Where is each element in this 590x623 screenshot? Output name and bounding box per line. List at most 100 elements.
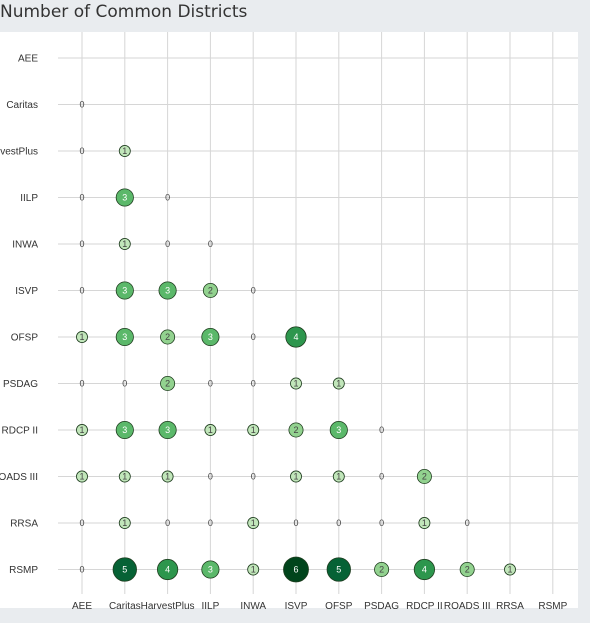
bubble-value-label: 1 (122, 518, 127, 528)
bubble-point (290, 470, 302, 483)
bubble-value-label: 3 (165, 425, 170, 435)
bubble-value-label: 1 (251, 565, 256, 575)
bubble-value-label: 1 (251, 425, 256, 435)
bubble-value-label: 0 (251, 379, 256, 389)
bubble-value-label: 2 (465, 565, 470, 575)
bubble-value-label: 2 (293, 425, 298, 435)
bubble-point (329, 420, 348, 440)
y-tick-label: RRSA (10, 519, 38, 530)
bubble-point (161, 470, 174, 483)
bubble-point (118, 238, 131, 250)
chart-title: Number of Common Districts (0, 2, 248, 22)
bubble-value-label: 2 (165, 379, 170, 389)
bubble-value-label: 1 (122, 472, 127, 482)
bubble-value-label: 0 (79, 286, 84, 296)
bubble-value-label: 0 (79, 518, 84, 528)
y-tick-label: RDCP II (2, 426, 39, 437)
bubble-value-label: 0 (379, 518, 384, 528)
bubble-value-label: 0 (379, 425, 384, 435)
bubble-value-label: 1 (122, 239, 127, 249)
bubble-point (115, 327, 134, 347)
bubble-point (332, 470, 345, 483)
x-tick-label: HarvestPlus (141, 601, 195, 612)
bubble-point (76, 470, 88, 483)
x-tick-label: OFSP (325, 601, 353, 612)
bubble-value-label: 3 (208, 332, 213, 342)
bubble-point (290, 377, 302, 390)
bubble-point (247, 563, 260, 576)
bubble-point (115, 188, 134, 207)
bubble-value-label: 1 (336, 379, 341, 389)
bubble-point (160, 375, 176, 391)
bubble-point (288, 422, 304, 438)
bubble-value-label: 1 (507, 565, 512, 575)
bubble-value-label: 0 (208, 379, 213, 389)
bubble-value-label: 1 (336, 472, 341, 482)
bubble-value-label: 0 (79, 379, 84, 389)
bubble-value-label: 3 (208, 565, 213, 575)
bubble-value-label: 0 (208, 239, 213, 249)
bubble-point (247, 424, 260, 436)
bubble-value-label: 1 (422, 518, 427, 528)
bubble-value-label: 1 (208, 425, 213, 435)
bubble-value-label: 0 (379, 472, 384, 482)
bubble-value-label: 0 (293, 518, 298, 528)
x-tick-label: AEE (72, 601, 92, 612)
bubble-value-label: 3 (336, 425, 341, 435)
x-tick-label: INWA (240, 601, 266, 612)
plot-panel (0, 32, 578, 608)
bubble-point (201, 327, 220, 347)
bubble-value-label: 1 (79, 472, 84, 482)
x-tick-label: ISVP (285, 601, 308, 612)
bubble-value-label: 3 (122, 286, 127, 296)
bubble-value-label: 1 (79, 425, 84, 435)
bubble-value-label: 0 (79, 239, 84, 249)
bubble-value-label: 0 (165, 239, 170, 249)
bubble-point (374, 562, 390, 578)
bubble-point (157, 558, 179, 581)
y-tick-label: ISVP (15, 286, 38, 297)
bubble-point (416, 468, 432, 484)
bubble-point (202, 282, 218, 298)
bubble-point (326, 557, 351, 582)
bubble-point (285, 326, 307, 348)
x-tick-label: RSMP (538, 601, 567, 612)
bubble-value-label: 0 (165, 518, 170, 528)
bubble-value-label: 0 (79, 146, 84, 156)
bubble-value-label: 4 (293, 332, 298, 342)
y-tick-label: Caritas (6, 100, 38, 111)
x-tick-label: ROADS III (444, 601, 491, 612)
bubble-value-label: 0 (251, 332, 256, 342)
bubble-value-label: 4 (165, 565, 170, 575)
bubble-value-label: 3 (165, 286, 170, 296)
bubble-value-label: 1 (79, 332, 84, 342)
bubble-value-label: 0 (465, 518, 470, 528)
bubble-value-label: 1 (293, 472, 298, 482)
x-tick-label: IILP (202, 601, 220, 612)
bubble-value-label: 4 (422, 565, 427, 575)
y-tick-label: RSMP (9, 565, 38, 576)
y-tick-label: HarvestPlus (0, 147, 38, 158)
bubble-value-label: 0 (336, 518, 341, 528)
bubble-value-label: 0 (79, 100, 84, 110)
bubble-value-label: 2 (165, 332, 170, 342)
bubble-point (418, 517, 431, 529)
y-tick-label: PSDAG (3, 379, 38, 390)
bubble-value-label: 1 (251, 518, 256, 528)
bubble-value-label: 3 (122, 193, 127, 203)
bubble-point (504, 563, 516, 576)
bubble-value-label: 3 (122, 332, 127, 342)
bubble-point (112, 557, 137, 582)
bubble-value-label: 5 (336, 565, 341, 575)
bubble-point (459, 562, 475, 578)
bubble-point (247, 517, 260, 529)
bubble-point (283, 556, 309, 583)
bubble-point (204, 424, 217, 436)
bubble-value-label: 2 (379, 565, 384, 575)
bubble-point (332, 377, 345, 390)
y-tick-label: OFSP (11, 333, 39, 344)
bubble-value-label: 1 (165, 472, 170, 482)
bubble-point (158, 281, 177, 300)
